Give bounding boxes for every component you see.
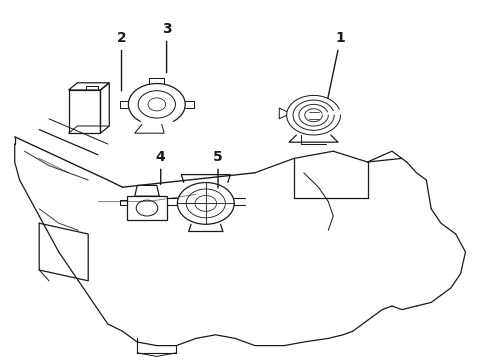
- Text: 2: 2: [117, 31, 126, 91]
- Text: 4: 4: [156, 150, 166, 184]
- Text: 1: 1: [328, 31, 345, 98]
- Text: 3: 3: [162, 22, 172, 73]
- Text: 5: 5: [213, 150, 223, 188]
